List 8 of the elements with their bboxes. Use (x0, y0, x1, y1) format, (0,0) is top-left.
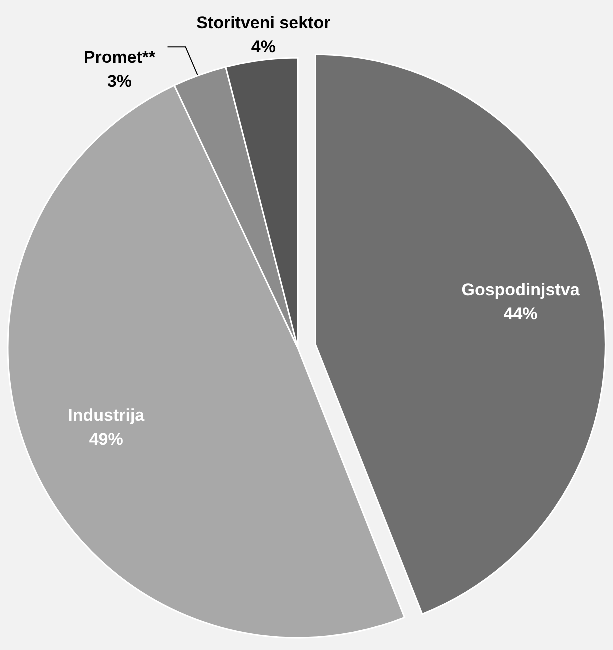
data-label: 44% (504, 304, 538, 324)
data-label: 49% (89, 430, 124, 449)
data-label: 3% (107, 72, 132, 92)
data-label: 4% (251, 37, 276, 56)
slice-label: Gospodinjstva (462, 280, 580, 300)
slice-label: Storitveni sektor (196, 13, 332, 32)
slice-label: Promet** (84, 48, 156, 68)
slice-label: Industrija (68, 406, 146, 425)
